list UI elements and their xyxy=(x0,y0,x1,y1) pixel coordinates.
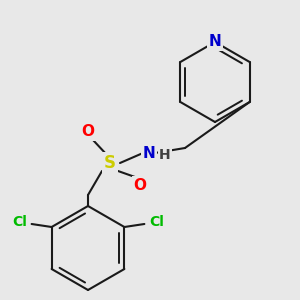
Text: N: N xyxy=(142,146,155,160)
Text: O: O xyxy=(134,178,146,193)
Text: Cl: Cl xyxy=(149,215,164,229)
Text: Cl: Cl xyxy=(12,215,27,229)
Text: S: S xyxy=(104,154,116,172)
Text: H: H xyxy=(159,148,171,162)
Text: O: O xyxy=(82,124,94,140)
Text: N: N xyxy=(208,34,221,50)
